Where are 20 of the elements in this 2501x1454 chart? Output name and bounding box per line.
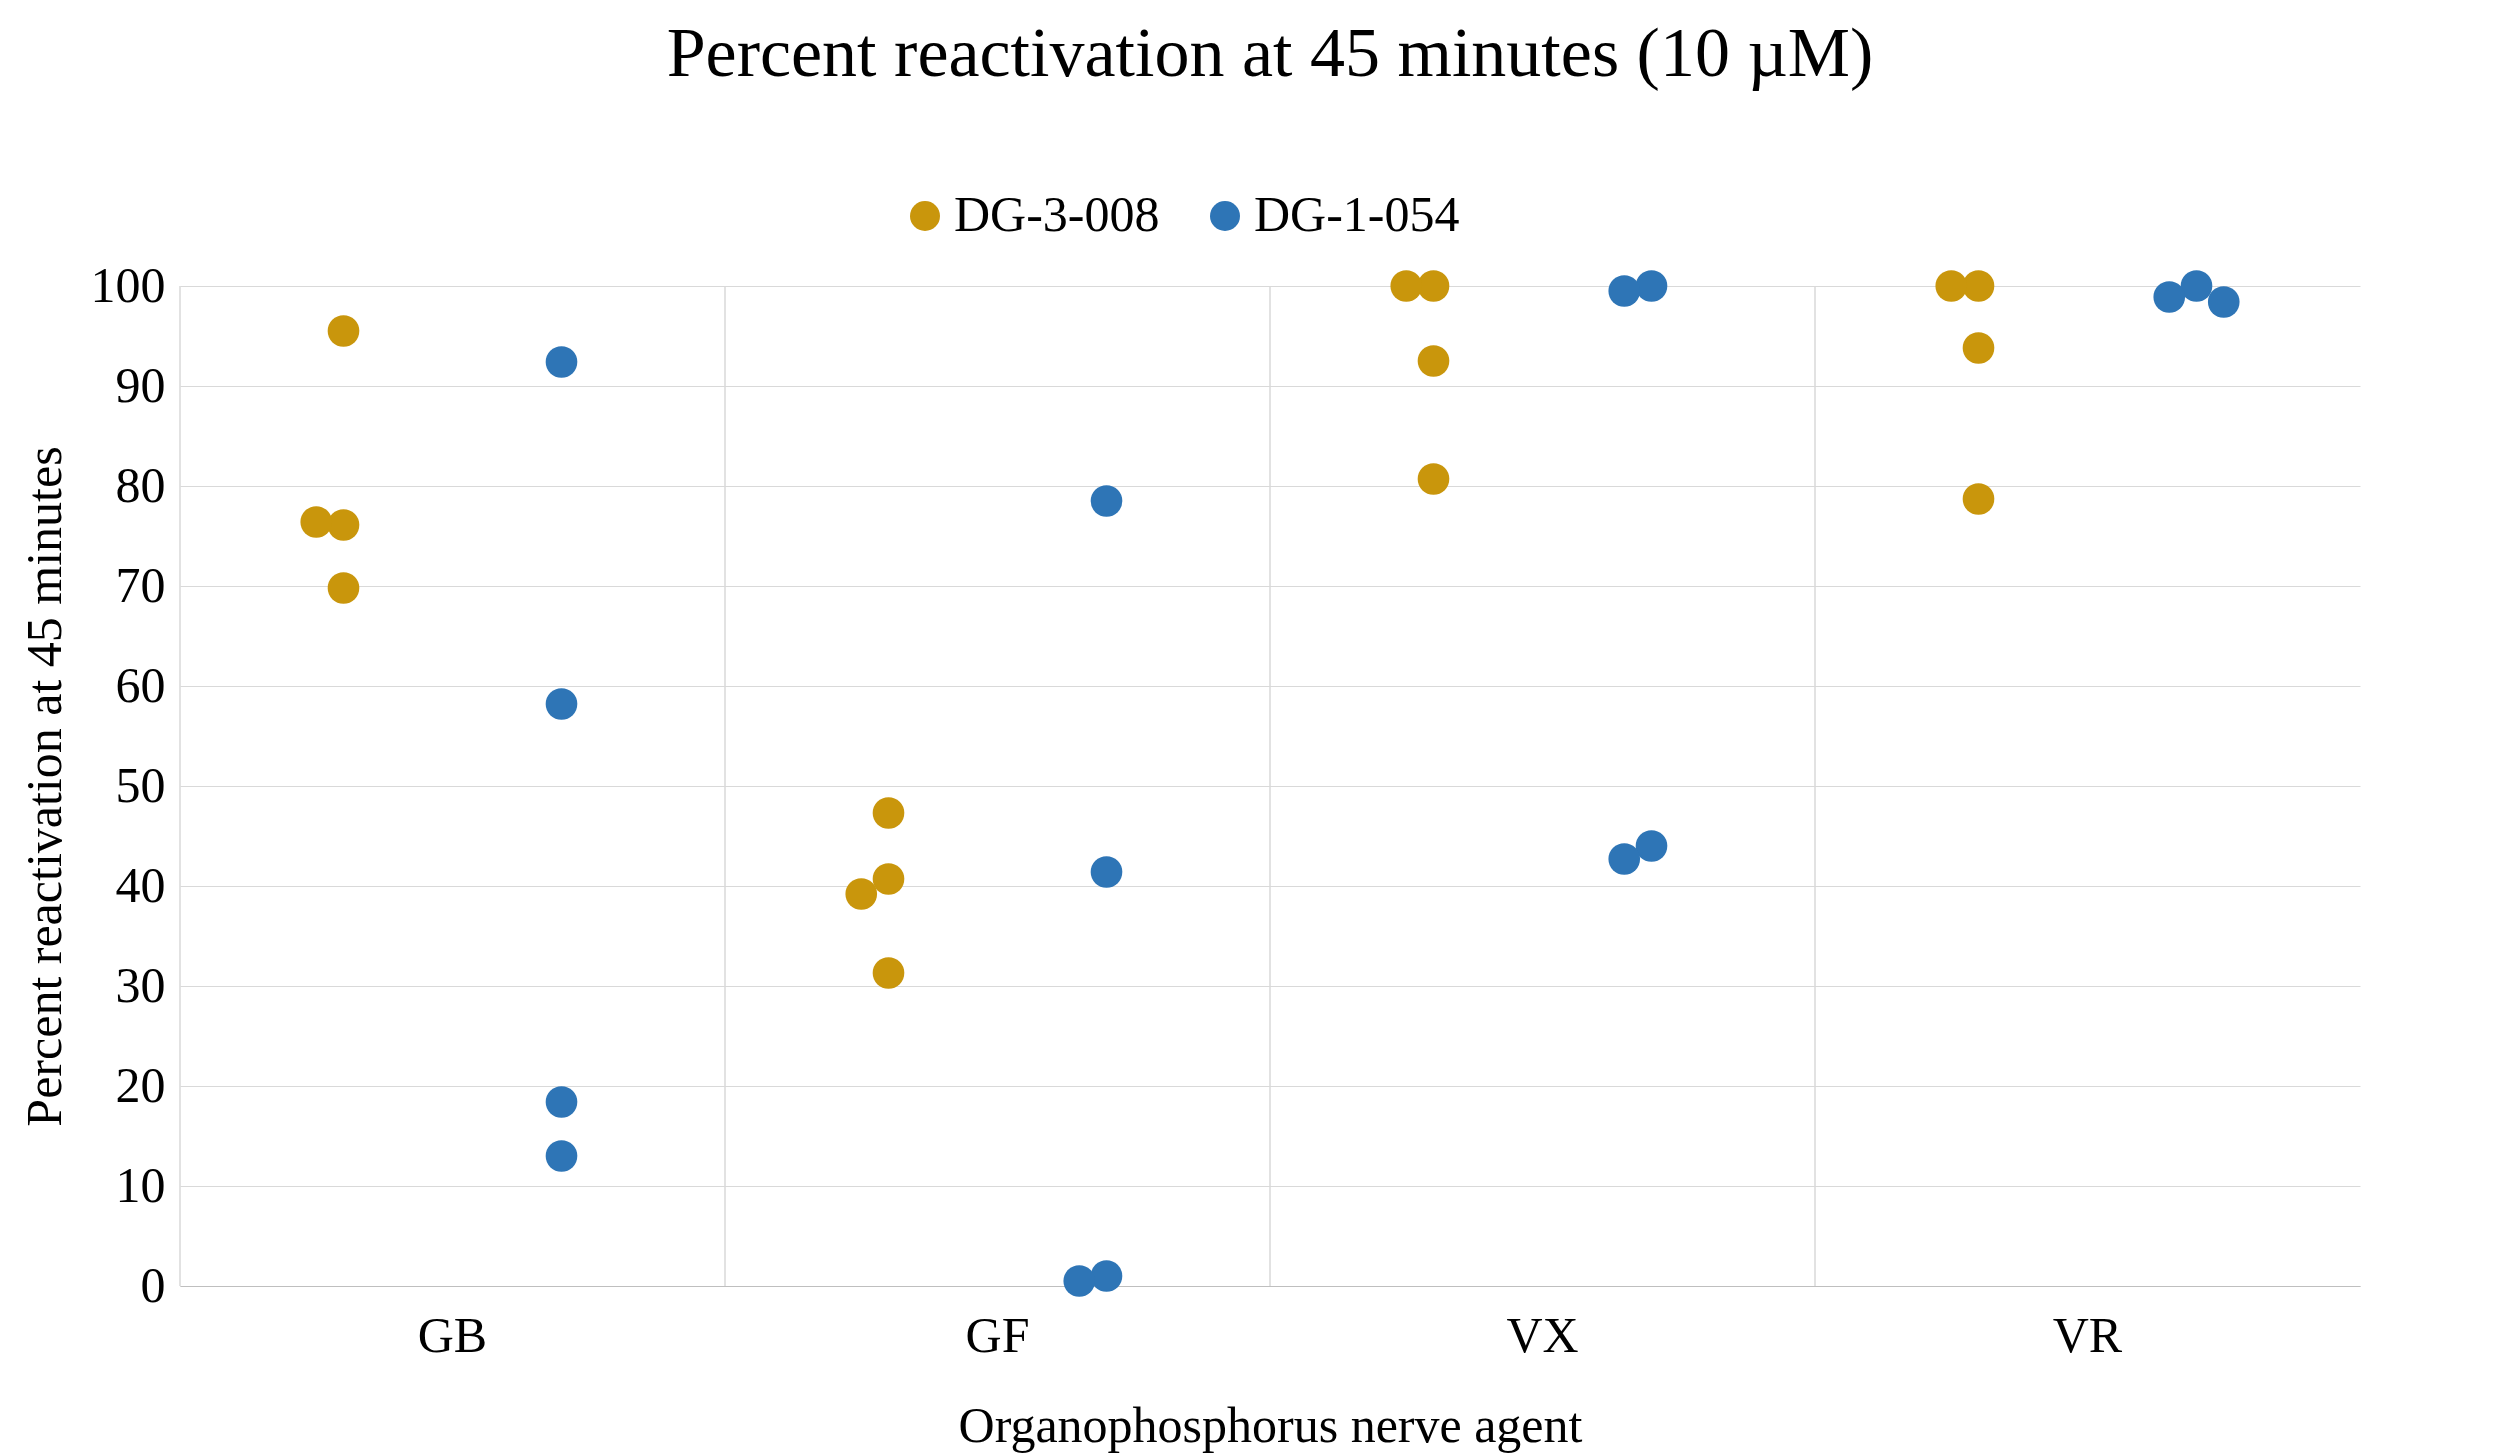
legend-label: DG-3-008 [954, 186, 1160, 242]
y-tick-label: 30 [115, 956, 166, 1013]
y-tick-label: 50 [115, 756, 166, 813]
y-tick-label: 20 [115, 1056, 166, 1113]
y-tick-label: 90 [115, 356, 166, 413]
chart-title: Percent reactivation at 45 minutes (10 µM) [666, 14, 1874, 91]
y-tick-label: 60 [115, 656, 166, 713]
x-tick-label: GF [965, 1306, 1030, 1363]
y-tick-label: 0 [140, 1256, 166, 1313]
y-tick-label: 40 [115, 856, 166, 913]
y-axis-title: Percent reactivation at 45 minutes [15, 446, 72, 1127]
y-tick-label: 70 [115, 556, 166, 613]
legend-label: DG-1-054 [1254, 186, 1460, 242]
x-axis-title: Organophosphorus nerve agent [958, 1396, 1583, 1453]
x-tick-label: VX [1506, 1306, 1579, 1363]
x-tick-label: VR [2052, 1306, 2123, 1363]
y-tick-label: 80 [115, 456, 166, 513]
y-tick-label: 10 [115, 1156, 166, 1213]
y-tick-label: 100 [90, 256, 166, 313]
x-tick-label: GB [417, 1306, 488, 1363]
